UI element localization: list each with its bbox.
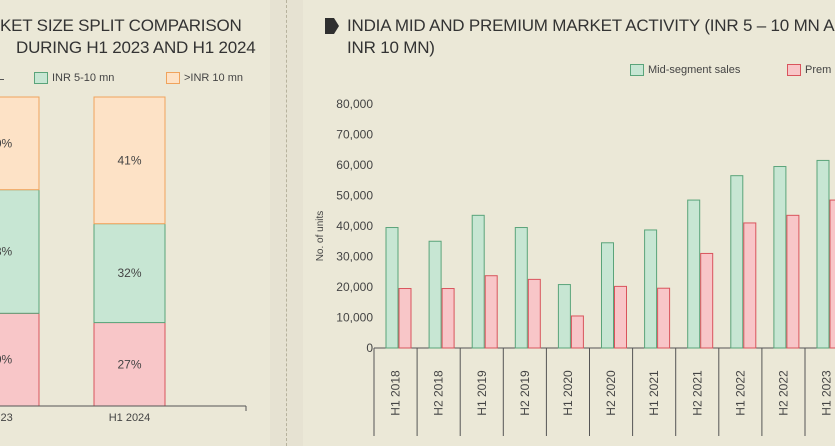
mid-segment-bar [601,242,614,349]
premium-bar [829,199,835,349]
segment-label: 0% [0,353,13,367]
legend-label: Mid-segment sales [648,64,741,76]
category-label: H2 2021 [690,370,704,416]
mid-segment-bar [385,227,399,349]
segment-label: 0% [0,136,13,150]
market-activity-panel: INDIA MID AND PREMIUM MARKET ACTIVITY (I… [303,0,835,446]
legend-label: >INR 10 mn [184,72,243,84]
y-tick-label: 70,000 [336,128,373,142]
category-label: H2 2018 [432,370,446,416]
mid-segment-bar [514,227,528,349]
stack-segment [0,189,40,314]
stack-segment [93,96,166,225]
category-label: H1 2023 [820,370,834,416]
category-label: H2 2019 [518,370,532,416]
y-tick-label: 0 [366,341,373,355]
mid-segment-bar [428,240,442,349]
mid-segment-bar [687,199,701,349]
category-label: H2 2020 [604,370,618,416]
legend-swatch [34,72,48,84]
mid-segment-bar [644,229,658,349]
segment-label: 32% [117,266,141,280]
category-label: H1 2018 [389,370,403,416]
y-tick-label: 40,000 [336,219,373,233]
panel-divider [286,0,287,446]
y-tick-label: 20,000 [336,280,373,294]
premium-bar [570,315,584,349]
mid-segment-bar [730,175,744,349]
y-tick-label: 80,000 [336,97,373,111]
premium-bar [786,214,800,349]
legend-item-mid-segment: Mid-segment sales [630,64,740,76]
segment-label: 41% [117,153,141,167]
premium-bar [398,288,412,349]
legend-swatch [787,64,801,76]
premium-bar [614,285,627,349]
play-triangle-icon [325,18,339,34]
stack-segment [0,96,40,191]
category-label: H1 2021 [647,370,661,416]
market-size-split-panel: KET SIZE SPLIT COMPARISON DURING H1 2023… [0,0,270,446]
left-title-line1: KET SIZE SPLIT COMPARISON [0,16,242,35]
legend-item-inr-5-10: INR 5-10 mn [34,72,114,84]
grouped-bar-chart: 0 10,000 20,000 30,000 40,000 50,000 60,000 70,… [315,97,835,436]
y-tick-label: 50,000 [336,189,373,203]
y-axis-label: No. of units [315,211,326,262]
legend-label: Prem [805,64,832,76]
mid-segment-bar [816,159,830,349]
category-label: H1 2020 [561,370,575,416]
y-tick-label: 10,000 [336,311,373,325]
segment-label: 27% [117,357,141,371]
y-tick-label: 60,000 [336,158,373,172]
mid-segment-bar [773,166,787,349]
premium-bar [527,278,541,349]
category-label: H1 2019 [475,370,489,416]
mid-segment-bar [557,284,571,349]
left-title-line2: DURING H1 2023 AND H1 2024 [16,38,256,57]
mid-segment-bar [471,214,485,349]
segment-label: 8% [0,245,13,259]
legend-swatch [630,64,644,76]
category-label: H2 2022 [776,370,790,416]
premium-bar [484,275,498,349]
category-label: 023 [0,412,13,424]
stacked-bar-chart: 0% 8% 0% 023 27% 32% 41% H1 2024 [0,96,247,424]
legend-item-premium: Prem [787,64,831,76]
right-title-line2: INR 10 MN) [347,38,435,57]
legend-label: INR 5-10 mn [52,72,115,84]
right-title-line1: INDIA MID AND PREMIUM MARKET ACTIVITY (I… [347,16,835,35]
category-label: H1 2022 [733,370,747,416]
premium-bar [657,287,671,349]
legend-item-inr-10-plus: >INR 10 mn [166,72,243,84]
legend-marker-partial [0,79,4,80]
stack-segment [93,223,166,324]
legend-swatch [166,72,180,84]
premium-bar [700,252,714,349]
premium-bar [441,288,455,349]
premium-bar [743,222,757,349]
y-tick-label: 30,000 [336,250,373,264]
category-label: H1 2024 [109,412,151,424]
